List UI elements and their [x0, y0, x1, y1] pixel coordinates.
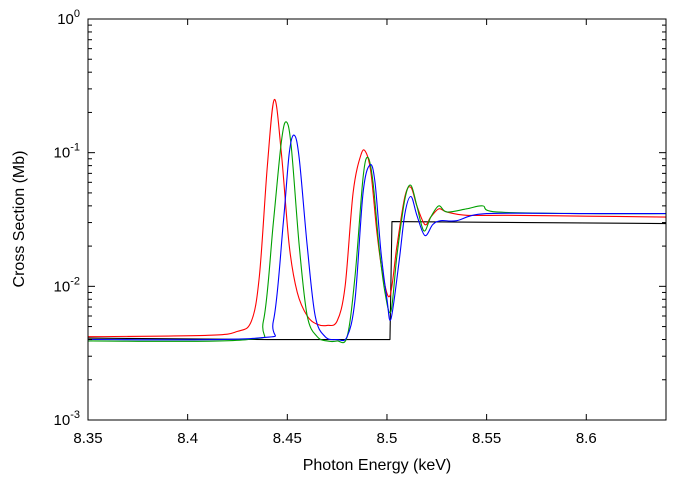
plot-frame [87, 18, 667, 421]
series-line-0 [87, 221, 667, 341]
y-axis-title: Cross Section (Mb) [11, 151, 28, 288]
x-axis-title: Photon Energy (keV) [303, 457, 452, 474]
y-tick-label-3: 100 [57, 8, 80, 28]
y-tick-label-1: 10-2 [54, 275, 80, 295]
y-tick-label-2: 10-1 [54, 142, 80, 162]
x-tick-label-3: 8.5 [377, 430, 398, 447]
x-tick-label-0: 8.35 [73, 430, 102, 447]
x-tick-label-5: 8.6 [576, 430, 597, 447]
tick-layer: 8.35 8.4 8.45 8.5 8.55 8.6 10-3 10-2 10-1 100 [54, 8, 666, 447]
x-tick-label-2: 8.45 [273, 430, 302, 447]
x-tick-label-1: 8.4 [177, 430, 198, 447]
series-layer [87, 98, 667, 344]
series-line-1 [87, 98, 667, 338]
series-line-3 [87, 134, 666, 342]
y-tick-label-0: 10-3 [54, 409, 80, 429]
x-tick-label-4: 8.55 [472, 430, 501, 447]
